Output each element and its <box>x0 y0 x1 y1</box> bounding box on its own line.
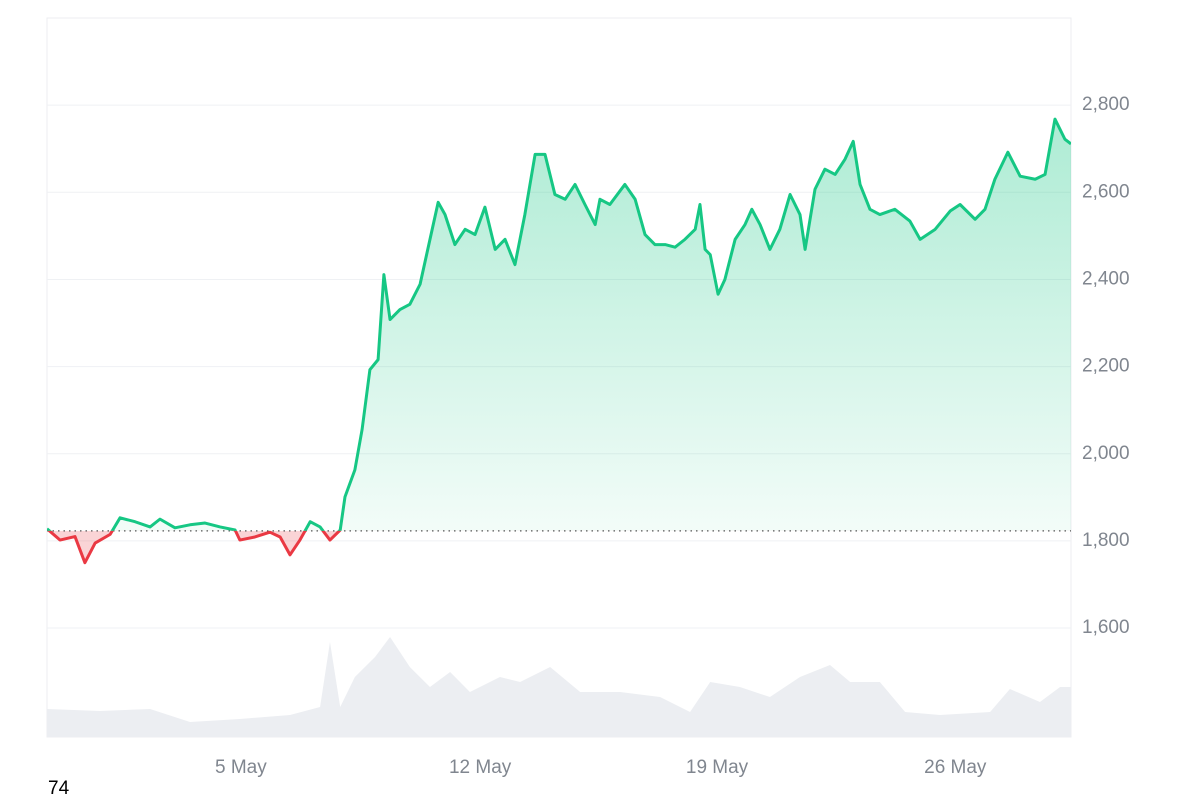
price-line-down <box>47 530 342 565</box>
x-tick-label: 5 May <box>215 757 267 778</box>
y-tick-label: 2,400 <box>1082 268 1130 289</box>
y-tick-label: 2,200 <box>1082 356 1130 377</box>
volume-area <box>47 637 1071 737</box>
price-line-up <box>47 117 1071 531</box>
x-tick-label: 12 May <box>449 757 512 778</box>
footer-text: 74 <box>48 778 70 799</box>
x-tick-label: 19 May <box>686 757 749 778</box>
y-tick-label: 2,000 <box>1082 443 1130 464</box>
x-tick-label: 26 May <box>924 757 987 778</box>
y-tick-label: 2,600 <box>1082 181 1130 202</box>
y-tick-label: 2,800 <box>1082 94 1130 115</box>
y-tick-label: 1,800 <box>1082 530 1130 551</box>
y-tick-label: 1,600 <box>1082 617 1130 638</box>
price-area-up <box>47 119 1071 531</box>
